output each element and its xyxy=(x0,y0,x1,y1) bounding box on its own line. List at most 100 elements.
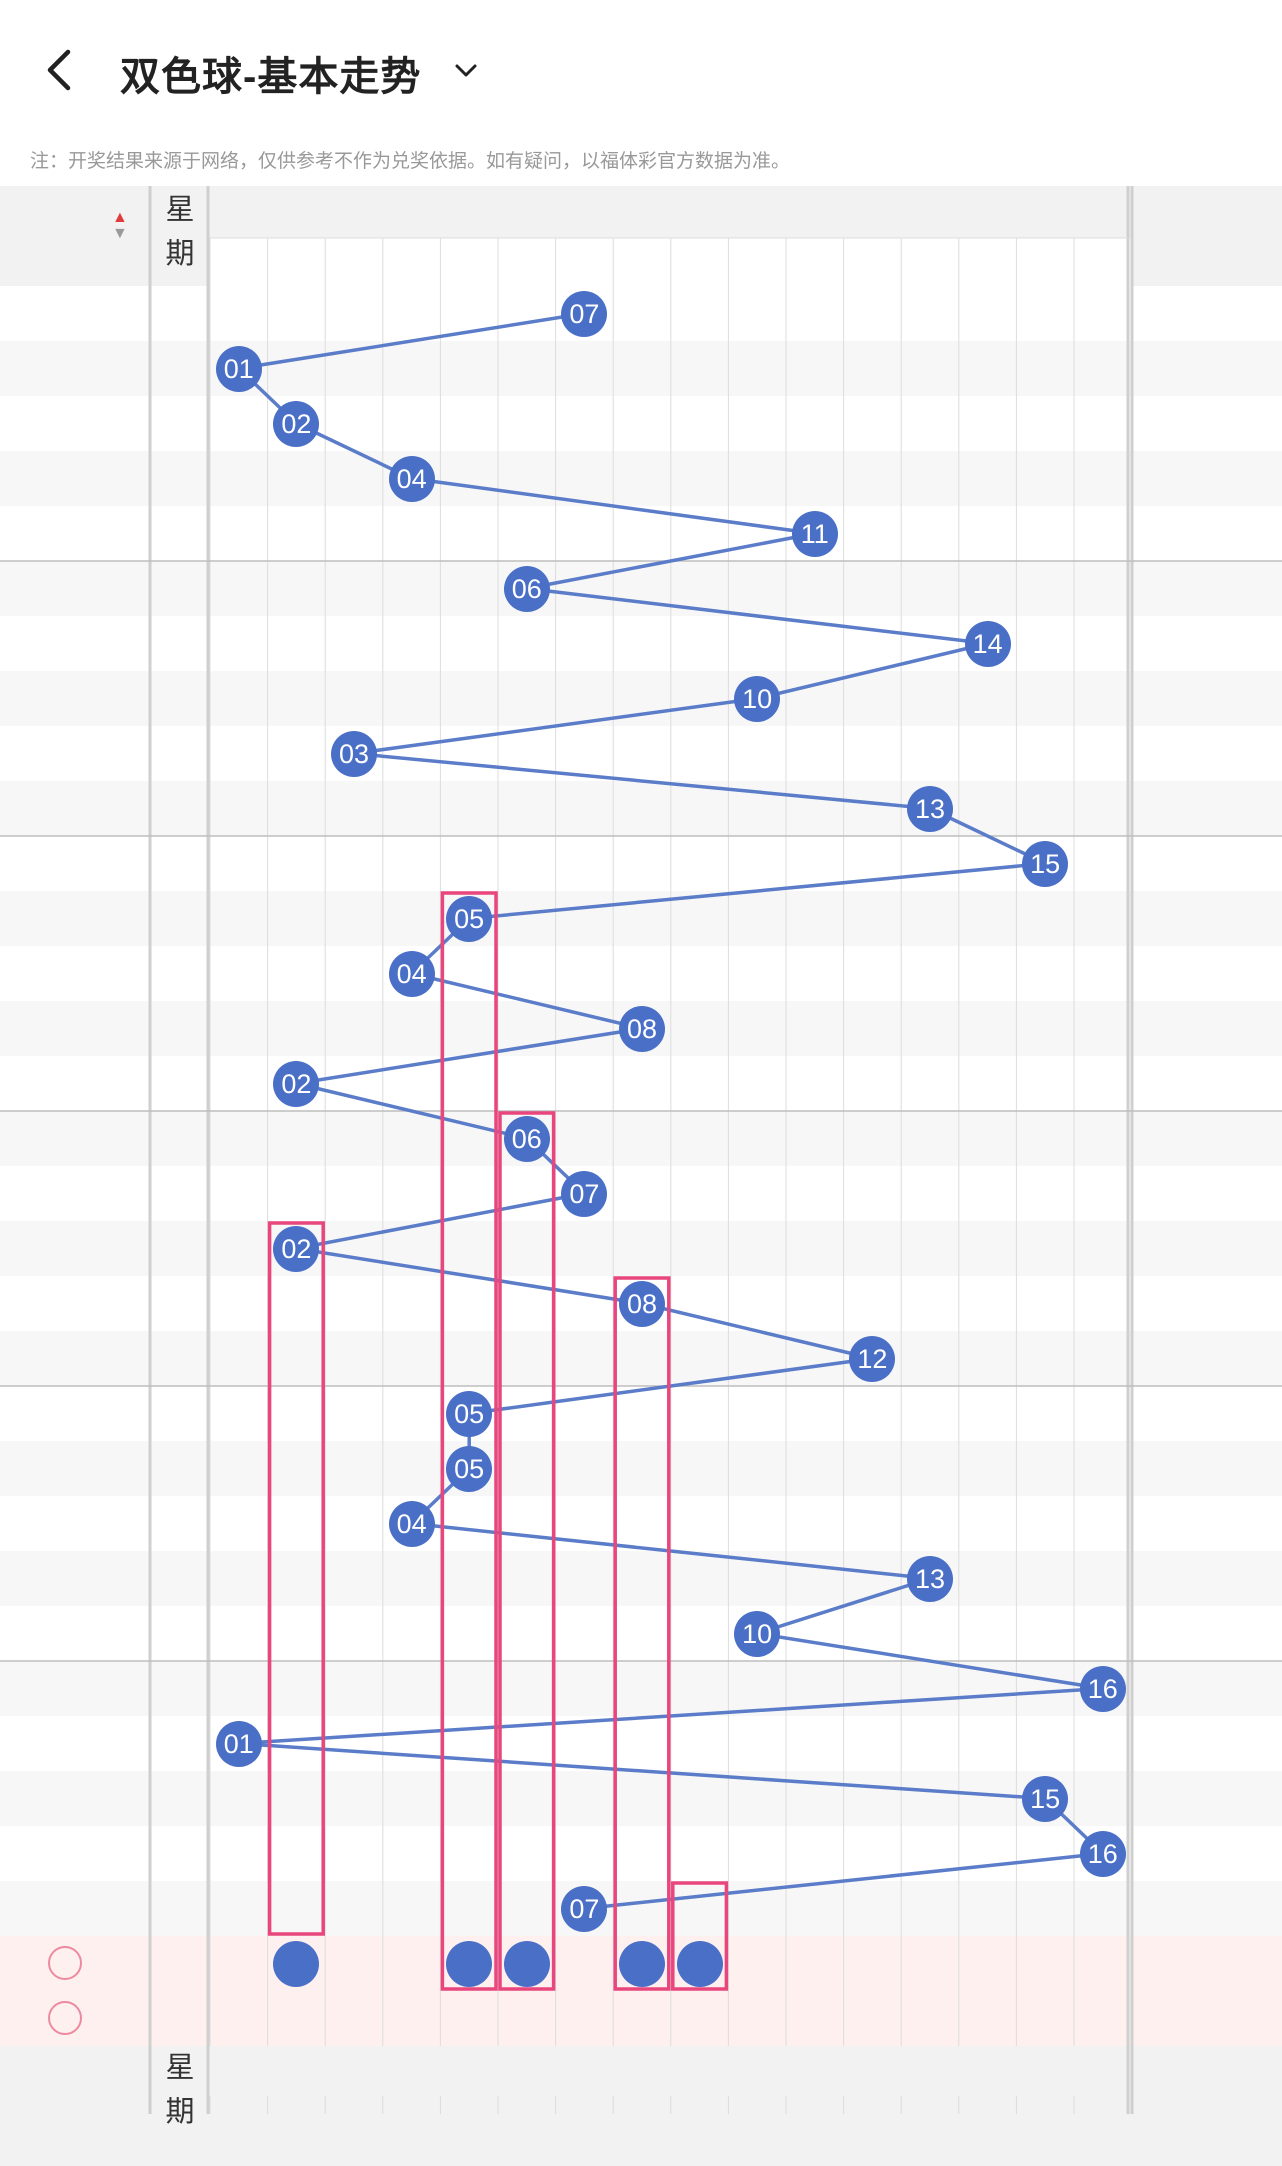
select-number[interactable] xyxy=(1016,1991,1074,2046)
miss-count-cell xyxy=(671,1881,729,1936)
miss-count-cell xyxy=(556,451,614,506)
winning-ball: 13 xyxy=(907,786,953,832)
select-number[interactable] xyxy=(268,1991,326,2046)
week-cell xyxy=(152,1111,208,1166)
select-number[interactable] xyxy=(844,1991,902,2046)
miss-count-cell xyxy=(556,561,614,616)
select-number[interactable] xyxy=(1074,1936,1132,1991)
select-number[interactable] xyxy=(325,1991,383,2046)
header-blue-number xyxy=(556,238,614,286)
miss-count-cell xyxy=(498,341,556,396)
miss-count-cell xyxy=(498,1606,556,1661)
miss-count-cell xyxy=(901,1881,959,1936)
week-cell xyxy=(152,396,208,451)
miss-count-cell xyxy=(671,341,729,396)
miss-count-cell xyxy=(498,1001,556,1056)
miss-count-cell xyxy=(671,1276,729,1331)
select-number[interactable] xyxy=(613,1991,671,2046)
miss-count-cell xyxy=(383,396,441,451)
select-number[interactable] xyxy=(440,1991,498,2046)
select-number[interactable] xyxy=(498,1991,556,2046)
select-number[interactable] xyxy=(786,1991,844,2046)
select-number[interactable] xyxy=(325,1936,383,1991)
miss-count-cell xyxy=(959,671,1017,726)
select-number[interactable] xyxy=(210,1991,268,2046)
miss-count-cell xyxy=(959,1386,1017,1441)
winning-ball: 14 xyxy=(965,621,1011,667)
miss-count-cell xyxy=(1074,561,1132,616)
miss-count-cell xyxy=(325,1771,383,1826)
miss-count-cell xyxy=(613,1111,671,1166)
selected-ball[interactable] xyxy=(677,1941,723,1987)
select-radio[interactable] xyxy=(48,2001,82,2035)
miss-count-cell xyxy=(959,286,1017,341)
miss-count-cell xyxy=(383,1881,441,1936)
miss-count-cell xyxy=(786,1001,844,1056)
miss-count-cell xyxy=(268,341,326,396)
footer-sum xyxy=(1132,2062,1282,2110)
select-number[interactable] xyxy=(901,1991,959,2046)
sort-icon[interactable]: ▼ xyxy=(112,226,128,241)
miss-count-cell xyxy=(325,1661,383,1716)
miss-count-cell xyxy=(901,671,959,726)
footer-blue-number xyxy=(268,2098,326,2138)
miss-count-cell xyxy=(210,946,268,1001)
select-radio[interactable] xyxy=(48,1946,82,1980)
sort-icon[interactable]: ▲ xyxy=(112,210,128,225)
miss-count-cell xyxy=(556,1221,614,1276)
select-number[interactable] xyxy=(556,1991,614,2046)
miss-count-cell xyxy=(728,1276,786,1331)
miss-count-cell xyxy=(728,341,786,396)
miss-count-cell xyxy=(844,1881,902,1936)
select-number[interactable] xyxy=(959,1991,1017,2046)
header-blue-number xyxy=(1016,238,1074,286)
miss-count-cell xyxy=(556,1331,614,1386)
miss-count-cell xyxy=(1074,451,1132,506)
footer-blue-number xyxy=(325,2098,383,2138)
select-number[interactable] xyxy=(786,1936,844,1991)
miss-count-cell xyxy=(786,616,844,671)
week-cell xyxy=(152,1661,208,1716)
miss-count-cell xyxy=(901,946,959,1001)
period-cell xyxy=(0,396,150,451)
selected-ball[interactable] xyxy=(273,1941,319,1987)
miss-count-cell xyxy=(959,506,1017,561)
miss-count-cell xyxy=(613,1716,671,1771)
miss-count-cell xyxy=(210,1386,268,1441)
select-number[interactable] xyxy=(383,1991,441,2046)
miss-count-cell xyxy=(268,1881,326,1936)
miss-count-cell xyxy=(383,1276,441,1331)
header-blue-number xyxy=(440,238,498,286)
select-number[interactable] xyxy=(728,1936,786,1991)
miss-count-cell xyxy=(1016,781,1074,836)
select-number[interactable] xyxy=(844,1936,902,1991)
miss-count-cell xyxy=(498,946,556,1001)
week-cell xyxy=(152,1276,208,1331)
select-number[interactable] xyxy=(728,1991,786,2046)
selected-ball[interactable] xyxy=(504,1941,550,1987)
selected-ball[interactable] xyxy=(619,1941,665,1987)
miss-count-cell xyxy=(556,1771,614,1826)
selected-ball[interactable] xyxy=(446,1941,492,1987)
select-number[interactable] xyxy=(1074,1991,1132,2046)
miss-count-cell xyxy=(901,396,959,451)
miss-count-cell xyxy=(901,1331,959,1386)
miss-count-cell xyxy=(325,341,383,396)
select-number[interactable] xyxy=(1016,1936,1074,1991)
select-number[interactable] xyxy=(671,1991,729,2046)
miss-count-cell xyxy=(498,616,556,671)
select-number[interactable] xyxy=(959,1936,1017,1991)
select-number[interactable] xyxy=(901,1936,959,1991)
select-number[interactable] xyxy=(383,1936,441,1991)
miss-count-cell xyxy=(1074,1716,1132,1771)
select-number[interactable] xyxy=(556,1936,614,1991)
miss-count-cell xyxy=(556,506,614,561)
miss-count-cell xyxy=(728,1166,786,1221)
select-number[interactable] xyxy=(210,1936,268,1991)
miss-count-cell xyxy=(440,1056,498,1111)
period-cell xyxy=(0,1386,150,1441)
miss-count-cell xyxy=(440,781,498,836)
miss-count-cell xyxy=(959,1111,1017,1166)
miss-count-cell xyxy=(210,561,268,616)
miss-count-cell xyxy=(671,1221,729,1276)
